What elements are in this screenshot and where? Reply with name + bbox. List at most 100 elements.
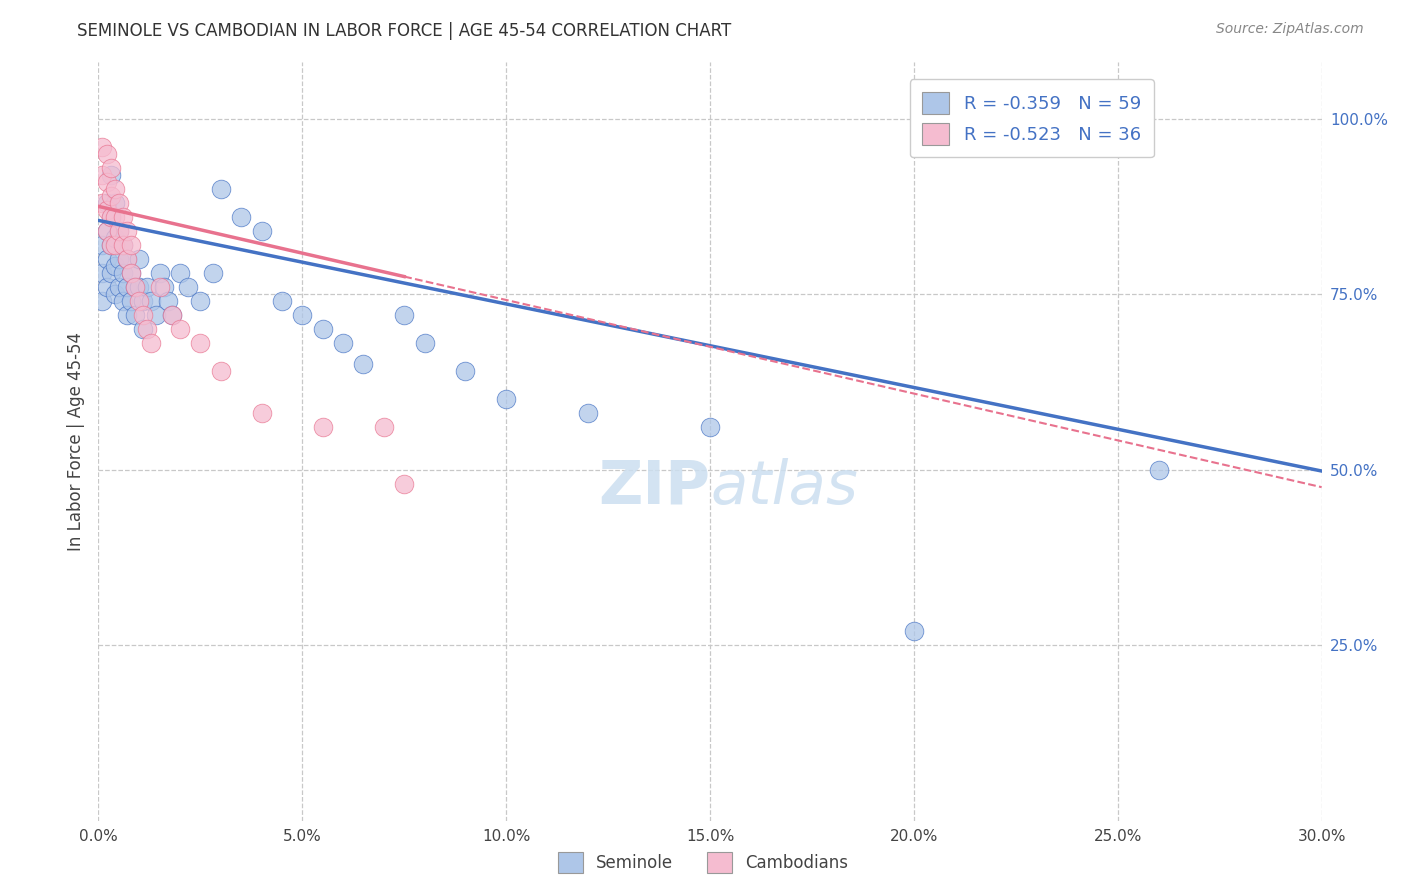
Point xyxy=(699,420,721,434)
Point xyxy=(120,294,142,309)
Point xyxy=(576,407,599,421)
Text: ZIP: ZIP xyxy=(598,458,710,516)
Point xyxy=(115,280,138,294)
Point xyxy=(108,195,131,210)
Point xyxy=(111,266,134,280)
Point xyxy=(169,322,191,336)
Point xyxy=(177,280,200,294)
Point xyxy=(120,238,142,252)
Point xyxy=(136,280,159,294)
Point xyxy=(124,280,146,294)
Y-axis label: In Labor Force | Age 45-54: In Labor Force | Age 45-54 xyxy=(66,332,84,551)
Point xyxy=(352,357,374,371)
Point xyxy=(152,280,174,294)
Point xyxy=(270,294,294,309)
Point xyxy=(96,195,118,210)
Point xyxy=(100,210,122,224)
Point xyxy=(120,266,142,280)
Point xyxy=(209,364,232,378)
Point xyxy=(201,266,224,280)
Point xyxy=(903,624,925,639)
Point xyxy=(188,294,212,309)
Point xyxy=(160,308,183,322)
Point xyxy=(111,294,134,309)
Point xyxy=(332,336,354,351)
Text: atlas: atlas xyxy=(710,458,858,516)
Point xyxy=(132,322,155,336)
Point xyxy=(104,238,127,252)
Point xyxy=(124,308,146,322)
Point xyxy=(96,175,118,189)
Point xyxy=(108,280,131,294)
Point xyxy=(108,224,131,238)
Point xyxy=(91,238,114,252)
Point xyxy=(91,168,114,182)
Point xyxy=(100,238,122,252)
Point xyxy=(100,266,122,280)
Point xyxy=(91,294,114,309)
Point xyxy=(91,139,114,153)
Point xyxy=(132,294,155,309)
Point xyxy=(132,308,155,322)
Point xyxy=(250,224,273,238)
Point xyxy=(104,287,127,301)
Point xyxy=(188,336,212,351)
Point xyxy=(141,294,163,309)
Point xyxy=(115,252,138,266)
Point xyxy=(312,322,335,336)
Legend: R = -0.359   N = 59, R = -0.523   N = 36: R = -0.359 N = 59, R = -0.523 N = 36 xyxy=(910,79,1153,157)
Point xyxy=(120,266,142,280)
Point xyxy=(96,224,118,238)
Point xyxy=(124,280,146,294)
Point xyxy=(108,224,131,238)
Point xyxy=(96,146,118,161)
Point xyxy=(392,308,416,322)
Point xyxy=(231,210,253,224)
Point xyxy=(100,161,122,175)
Point xyxy=(128,252,150,266)
Point xyxy=(128,294,150,309)
Point xyxy=(111,238,134,252)
Point xyxy=(100,210,122,224)
Point xyxy=(136,322,159,336)
Point xyxy=(115,224,138,238)
Point xyxy=(495,392,517,407)
Point xyxy=(104,259,127,273)
Point xyxy=(108,252,131,266)
Point xyxy=(104,195,127,210)
Point xyxy=(96,280,118,294)
Point xyxy=(250,407,273,421)
Point xyxy=(100,238,122,252)
Point xyxy=(128,280,150,294)
Point xyxy=(104,231,127,245)
Point xyxy=(160,308,183,322)
Point xyxy=(104,182,127,196)
Point xyxy=(141,336,163,351)
Point xyxy=(312,420,335,434)
Point xyxy=(169,266,191,280)
Point xyxy=(413,336,436,351)
Point xyxy=(91,195,114,210)
Point xyxy=(156,294,179,309)
Point xyxy=(100,168,122,182)
Point xyxy=(96,252,118,266)
Point xyxy=(111,238,134,252)
Point xyxy=(115,308,138,322)
Point xyxy=(104,210,127,224)
Point xyxy=(209,182,232,196)
Point xyxy=(111,210,134,224)
Point xyxy=(1147,462,1170,476)
Point xyxy=(454,364,477,378)
Point xyxy=(149,266,172,280)
Point xyxy=(115,252,138,266)
Point xyxy=(373,420,395,434)
Point xyxy=(96,224,118,238)
Text: SEMINOLE VS CAMBODIAN IN LABOR FORCE | AGE 45-54 CORRELATION CHART: SEMINOLE VS CAMBODIAN IN LABOR FORCE | A… xyxy=(77,22,731,40)
Point xyxy=(392,476,416,491)
Point xyxy=(100,189,122,203)
Legend: Seminole, Cambodians: Seminole, Cambodians xyxy=(551,846,855,880)
Point xyxy=(91,266,114,280)
Point xyxy=(145,308,167,322)
Point xyxy=(149,280,172,294)
Text: Source: ZipAtlas.com: Source: ZipAtlas.com xyxy=(1216,22,1364,37)
